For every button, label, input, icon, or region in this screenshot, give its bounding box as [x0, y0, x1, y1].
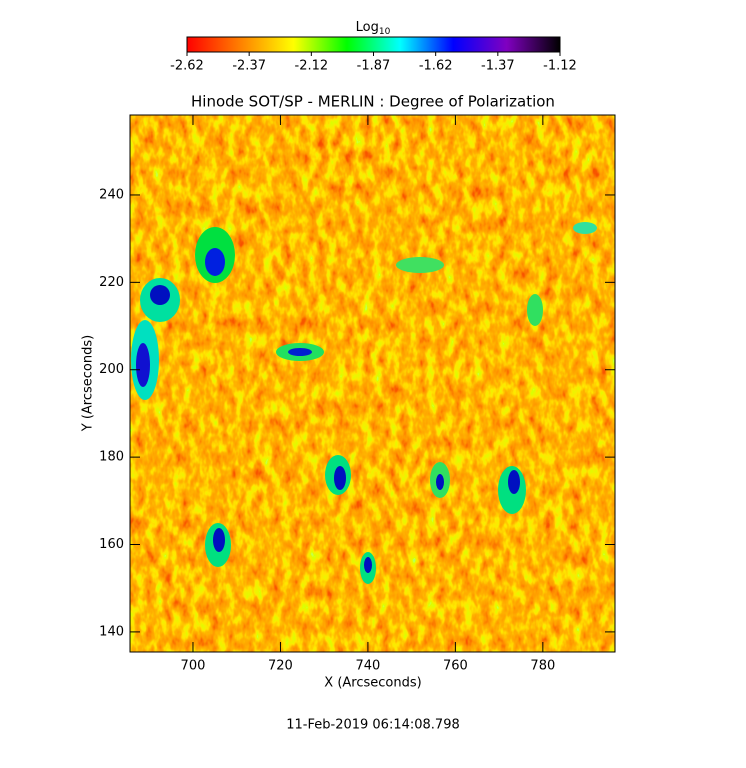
colorbar-tick-label: -2.37	[232, 59, 266, 74]
plot-frame	[129, 114, 616, 653]
features	[131, 222, 597, 584]
timestamp: 11-Feb-2019 06:14:08.798	[286, 718, 460, 733]
y-tick-label: 220	[99, 275, 124, 290]
y-tick-label: 200	[99, 362, 124, 377]
y-tick-label: 160	[99, 537, 124, 552]
colorbar-tick-label: -2.12	[295, 59, 329, 74]
colorbar-tick-label: -1.62	[419, 59, 453, 74]
chart-title: Hinode SOT/SP - MERLIN : Degree of Polar…	[191, 93, 555, 111]
colorbar-tick-label: -1.37	[481, 59, 515, 74]
x-axis-label: X (Arcseconds)	[324, 676, 421, 691]
image	[130, 115, 615, 652]
y-tick-label: 140	[99, 624, 124, 639]
y-tick-label: 240	[99, 187, 124, 202]
x-tick-label: 720	[268, 659, 293, 674]
colorbar-tick-label: -2.62	[170, 59, 204, 74]
colorbar-tick-label: -1.87	[357, 59, 391, 74]
y-tick-label: 180	[99, 450, 124, 465]
x-tick-label: 740	[355, 659, 380, 674]
x-tick-label: 780	[530, 659, 555, 674]
colorbar	[186, 36, 561, 53]
x-tick-label: 700	[181, 659, 206, 674]
y-axis-label: Y (Arcseconds)	[81, 335, 96, 432]
colorbar-label: Log10	[356, 20, 391, 37]
colorbar-tick-label: -1.12	[543, 59, 577, 74]
x-tick-label: 760	[443, 659, 468, 674]
